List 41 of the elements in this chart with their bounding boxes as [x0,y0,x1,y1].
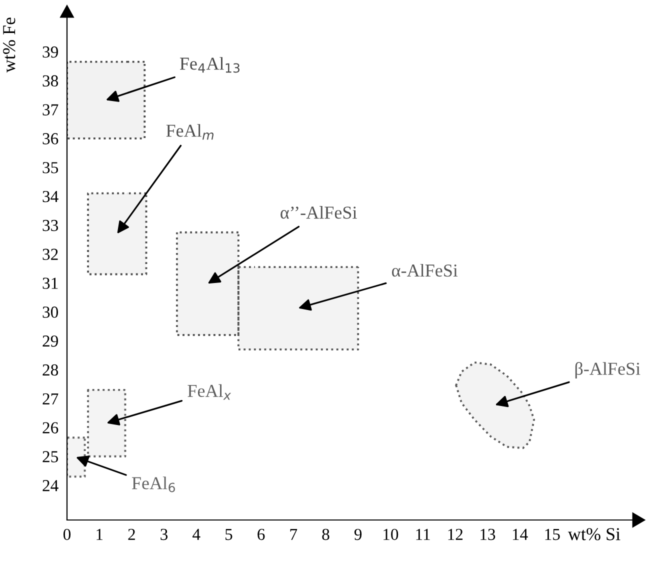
x-tick-label: 11 [416,528,430,540]
x-tick-label: 5 [226,528,232,540]
x-tick-label: 9 [354,528,362,540]
y-tick-label: 29 [42,336,58,347]
x-tick-label: 13 [480,528,496,540]
legend-label: α’’-AlFeSi [280,206,357,219]
x-tick-label: 3 [160,528,168,540]
x-tick-label: 7 [290,528,298,540]
x-tick-label: 14 [512,528,528,540]
legend-label: Fe$_{4}$Al$_{13}$ [180,57,240,73]
x-tick-label: 10 [384,528,398,540]
x-tick-label: 15 [545,528,560,540]
x-axis-title: wt% Si [568,528,620,540]
y-tick-label: 37 [42,104,58,116]
y-tick-label: 27 [42,393,58,404]
x-tick-label: 8 [322,528,330,540]
y-tick-label: 34 [42,190,58,202]
x-tick-label: 6 [258,528,265,540]
x-tick-label: 12 [448,528,463,540]
legend-label: FeAl$_{m}$ [166,124,214,140]
x-tick-label: 1 [96,528,103,540]
y-tick-label: 24 [42,480,58,492]
y-tick-label: 28 [42,364,58,376]
y-tick-label: 31 [42,278,58,289]
x-tick-label: 2 [128,528,135,540]
y-tick-label: 35 [42,162,58,174]
y-tick-label: 36 [42,133,58,144]
x-tick-label: 0 [63,528,71,540]
y-tick-label: 39 [42,46,58,58]
legend-label: β-AlFeSi [575,362,640,379]
x-tick-label: 4 [192,528,200,540]
y-tick-label: 30 [42,306,58,318]
y-axis-title: wt% Fe [3,18,16,73]
legend-label: α-AlFeSi [392,264,458,277]
y-tick-label: 26 [42,422,58,434]
y-tick-label: 32 [42,248,58,260]
y-tick-label: 25 [42,451,58,462]
y-tick-label: 38 [42,75,58,87]
legend-label: FeAl$_{6}$ [132,476,175,492]
legend-label: FeAl$_{x}$ [188,384,232,400]
y-tick-label: 33 [42,220,58,232]
